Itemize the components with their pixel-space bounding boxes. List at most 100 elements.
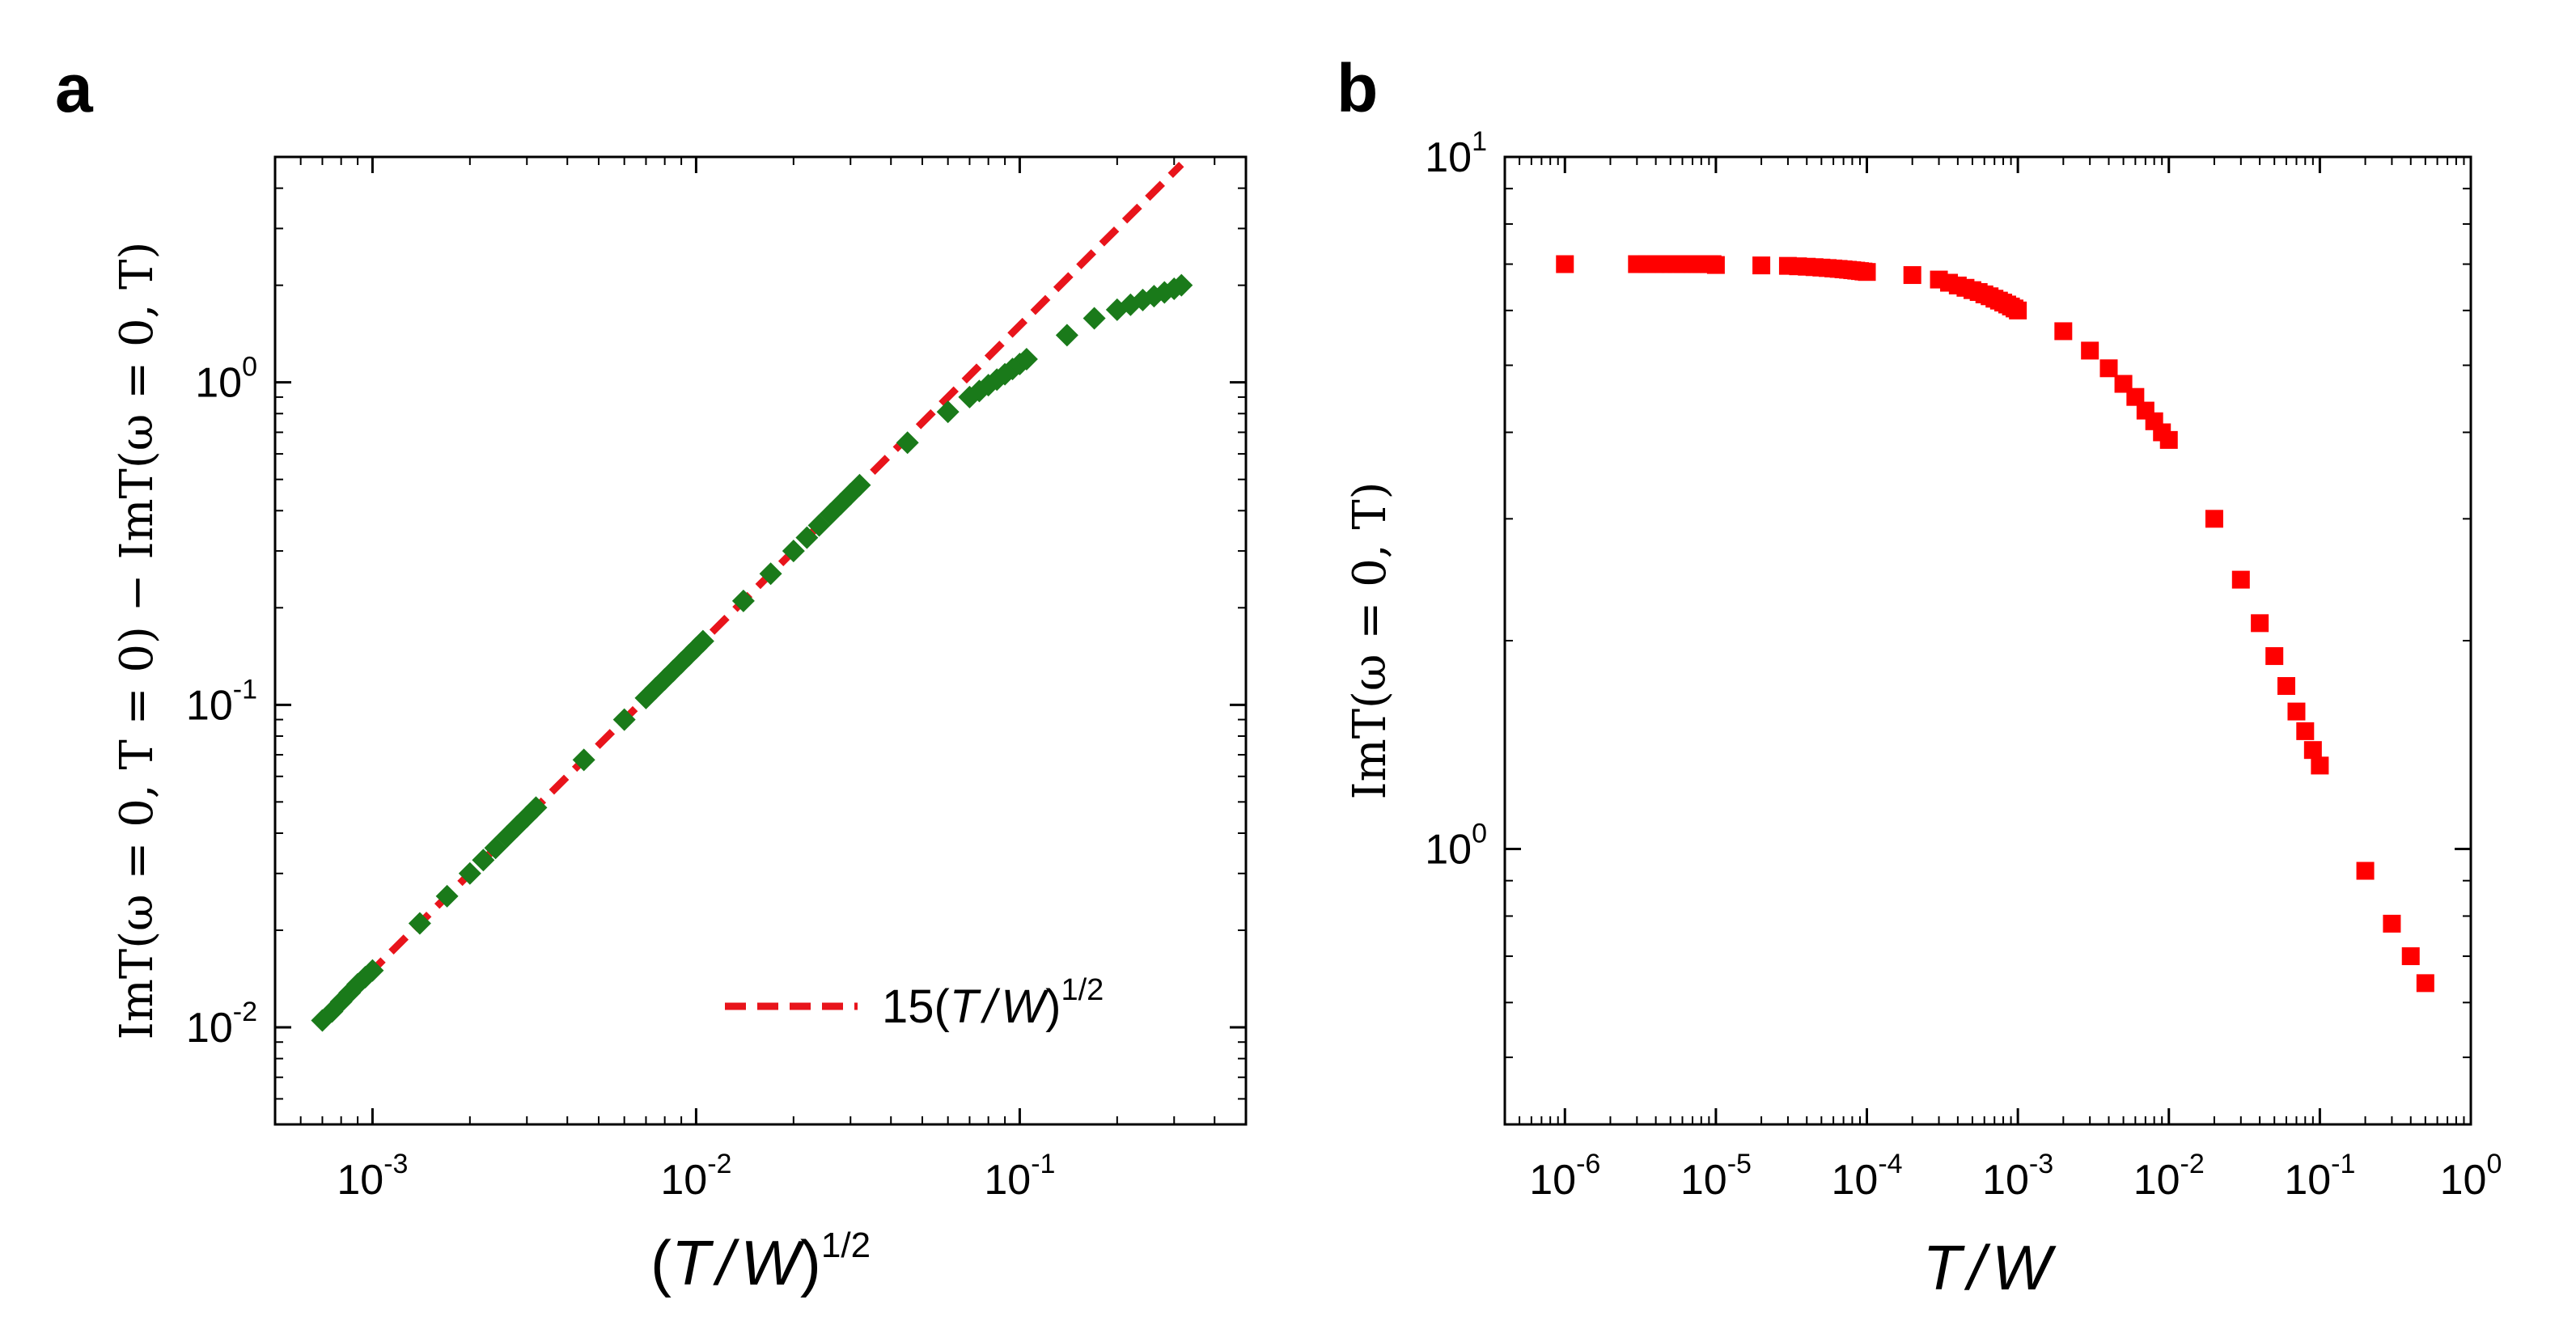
tick-base: 10: [1831, 1157, 1878, 1204]
b-x-tick-label: 10-5: [1680, 1149, 1752, 1204]
data-point-square: [2205, 510, 2223, 528]
data-point-diamond: [1083, 307, 1106, 330]
tick-exponent: -6: [1576, 1149, 1600, 1179]
panel-a-points: [311, 273, 1193, 1032]
panel-b-xlabel-var2: W: [1992, 1232, 2057, 1303]
tick-base: 10: [195, 360, 242, 407]
tick-exponent: 0: [1472, 819, 1487, 849]
tick-base: 10: [186, 1005, 233, 1052]
b-x-tick-label: 10-4: [1831, 1149, 1902, 1204]
data-point-square: [2126, 387, 2145, 406]
legend-var2: W: [1001, 980, 1049, 1033]
tick-base: 10: [186, 682, 233, 729]
data-point-square: [2159, 430, 2178, 449]
data-point-square: [2356, 862, 2375, 880]
tick-base: 10: [2284, 1157, 2331, 1204]
data-point-square: [1752, 256, 1771, 275]
tick-base: 10: [1680, 1157, 1727, 1204]
a-y-tick-label: 100: [195, 352, 257, 407]
tick-exponent: -3: [383, 1149, 408, 1179]
legend-var1: T: [950, 980, 981, 1033]
data-point-diamond: [731, 589, 755, 612]
tick-exponent: -2: [2180, 1149, 2205, 1179]
data-point-diamond: [795, 526, 819, 549]
panel-b-x-tick-labels: 10-6 10-5 10-4 10-3 10-2 10-1 100: [1529, 1149, 2502, 1204]
tick-base: 10: [660, 1157, 707, 1204]
data-point-square: [2009, 301, 2027, 320]
data-point-square: [2296, 722, 2315, 740]
data-point-diamond: [691, 629, 714, 653]
data-point-square: [2054, 322, 2073, 341]
panel-a-label: a: [55, 50, 94, 126]
panel-b-y-axis-label: ImT(ω = 0, T): [1344, 481, 1396, 799]
tick-exponent: -1: [1031, 1149, 1055, 1179]
tick-exponent: 0: [2486, 1149, 2502, 1179]
tick-base: 10: [984, 1157, 1031, 1204]
tick-base: 10: [2440, 1157, 2487, 1204]
data-point-diamond: [495, 825, 519, 849]
legend-power: 1/2: [1061, 973, 1104, 1007]
data-point-square: [2265, 647, 2284, 666]
b-x-tick-label: 100: [2440, 1149, 2502, 1204]
legend-close: ): [1045, 980, 1061, 1033]
data-point-square: [2401, 947, 2420, 966]
b-x-tick-label: 10-6: [1529, 1149, 1600, 1204]
data-point-square: [1556, 255, 1574, 273]
data-point-diamond: [896, 431, 919, 455]
data-point-diamond: [759, 562, 782, 586]
data-point-diamond: [472, 849, 495, 872]
panel-a-y-axis-label: ImT(ω = 0, T = 0) − ImT(ω = 0, T): [111, 242, 163, 1040]
panel-a-x-axis-label: (T / W)1/2: [650, 1226, 871, 1298]
data-point-square: [2277, 677, 2295, 696]
data-point-square: [2303, 741, 2322, 760]
data-point-diamond: [435, 884, 459, 908]
a-y-tick-label: 10-2: [186, 997, 257, 1052]
panel-a-ticks: [275, 157, 1246, 1124]
panel-b-ticks: [1505, 155, 2472, 1124]
tick-exponent: -2: [233, 997, 257, 1027]
a-x-tick-label: 10-3: [337, 1149, 408, 1204]
data-point-diamond: [782, 540, 805, 563]
b-x-tick-label: 10-1: [2284, 1149, 2355, 1204]
data-point-diamond: [1015, 347, 1038, 370]
tick-base: 10: [1425, 134, 1472, 181]
panel-a-xlabel-var1: T: [672, 1227, 714, 1298]
data-point-square: [2099, 359, 2118, 378]
data-point-square: [2311, 756, 2329, 775]
a-y-tick-label: 10-1: [186, 674, 257, 729]
data-point-diamond: [612, 708, 636, 731]
data-point-square: [2081, 341, 2099, 360]
data-point-diamond: [1055, 324, 1078, 347]
tick-exponent: 1: [1472, 126, 1487, 157]
tick-exponent: -5: [1727, 1149, 1752, 1179]
panel-b-label: b: [1337, 50, 1378, 126]
data-point-diamond: [361, 959, 384, 982]
panel-a-legend: 15(T / W)1/2: [725, 973, 1104, 1033]
legend-fit-label: 15(T / W)1/2: [882, 973, 1104, 1033]
data-point-diamond: [408, 912, 431, 935]
tick-base: 10: [337, 1157, 383, 1204]
data-point-square: [1858, 263, 1876, 282]
panel-b-x-axis-label: T / W: [1923, 1232, 2057, 1303]
data-point-square: [2231, 570, 2250, 589]
panel-a-xlabel-var2: W: [740, 1227, 805, 1298]
panel-a-plot-frame: [273, 155, 1248, 1126]
data-point-square: [2416, 974, 2434, 993]
a-x-tick-label: 10-1: [984, 1149, 1055, 1204]
data-point-diamond: [524, 796, 548, 819]
panel-a-xlabel-close: ): [800, 1227, 821, 1298]
data-point-square: [2287, 702, 2306, 721]
data-point-diamond: [458, 862, 481, 885]
b-x-tick-label: 10-2: [2133, 1149, 2205, 1204]
tick-base: 10: [1982, 1157, 2029, 1204]
tick-base: 10: [1425, 827, 1472, 874]
tick-exponent: -1: [2331, 1149, 2355, 1179]
data-point-diamond: [848, 473, 871, 497]
data-point-square: [1903, 266, 1921, 285]
tick-exponent: -3: [2029, 1149, 2053, 1179]
panel-a-x-tick-labels: 10-3 10-2 10-1: [337, 1149, 1055, 1204]
